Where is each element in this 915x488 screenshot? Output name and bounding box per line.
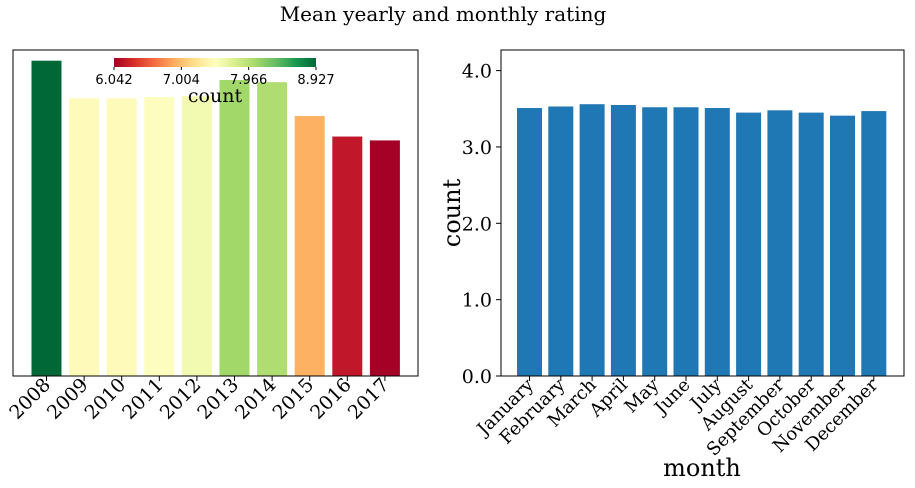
bar-2012 (181, 96, 212, 377)
yearly-bars (31, 60, 400, 377)
x-tick-label: 2015 (268, 374, 318, 424)
bar-march (579, 104, 605, 376)
bar-2014 (257, 82, 288, 377)
left-axes-frame (12, 49, 419, 377)
right-axes-frame (500, 49, 905, 377)
y-tick-label: 4.0 (462, 61, 492, 83)
bar-2011 (144, 96, 175, 376)
monthly-rating-chart: 0.0 1.0 2.0 3.0 4.0 JanuaryFebruaryMarchApri… (438, 49, 905, 482)
x-tick-label: 2008 (5, 374, 55, 424)
x-axis-label: month (663, 454, 741, 482)
bar-february (548, 106, 574, 376)
colorbar-label: count (188, 85, 243, 107)
x-tick-label: 2016 (306, 374, 356, 424)
yearly-rating-chart: 2008200920102011201220132014201520162017… (5, 49, 419, 424)
colorbar-tick-label: 8.927 (297, 73, 334, 88)
y-tick-label: 0.0 (462, 366, 492, 388)
monthly-x-ticks: JanuaryFebruaryMarchAprilMayJuneJulyAugu… (472, 374, 883, 460)
bar-2016 (332, 136, 363, 376)
bar-july (704, 108, 730, 376)
colorbar: 6.042 7.004 7.966 8.927 count (95, 58, 335, 107)
colorbar-tick-label: 7.004 (163, 73, 200, 88)
bar-august (736, 112, 762, 376)
bar-2017 (369, 140, 400, 376)
x-tick-label: 2013 (193, 374, 243, 424)
x-tick-label: 2011 (118, 374, 168, 424)
colorbar-gradient (114, 58, 316, 67)
y-tick-label: 3.0 (462, 137, 492, 159)
bar-december (861, 111, 887, 377)
bar-october (798, 112, 824, 376)
bar-2008 (31, 60, 62, 376)
bar-2015 (294, 116, 325, 376)
bar-november (830, 115, 855, 376)
bar-january (517, 108, 542, 376)
x-tick-label: 2017 (344, 374, 394, 424)
colorbar-tick-label: 7.966 (230, 73, 267, 88)
bar-september (767, 110, 793, 377)
bar-2009 (69, 98, 100, 376)
y-tick-label: 2.0 (462, 213, 492, 235)
monthly-bars (517, 104, 887, 377)
y-axis-label: count (438, 178, 466, 247)
x-tick-label: 2010 (80, 374, 130, 424)
bar-april (610, 104, 636, 377)
bar-2010 (106, 98, 137, 376)
y-tick-label: 1.0 (462, 290, 492, 312)
figure-title: Mean yearly and monthly rating (280, 2, 607, 26)
monthly-y-ticks: 0.0 1.0 2.0 3.0 4.0 (462, 61, 501, 388)
bar-2013 (219, 80, 250, 376)
colorbar-ticks: 6.042 7.004 7.966 8.927 (95, 67, 335, 88)
bar-may (642, 107, 668, 377)
x-tick-label: 2014 (231, 374, 281, 424)
x-tick-label: 2009 (43, 374, 93, 424)
colorbar-tick-label: 6.042 (95, 73, 132, 88)
x-tick-label: 2012 (156, 374, 206, 424)
bar-june (673, 107, 699, 377)
